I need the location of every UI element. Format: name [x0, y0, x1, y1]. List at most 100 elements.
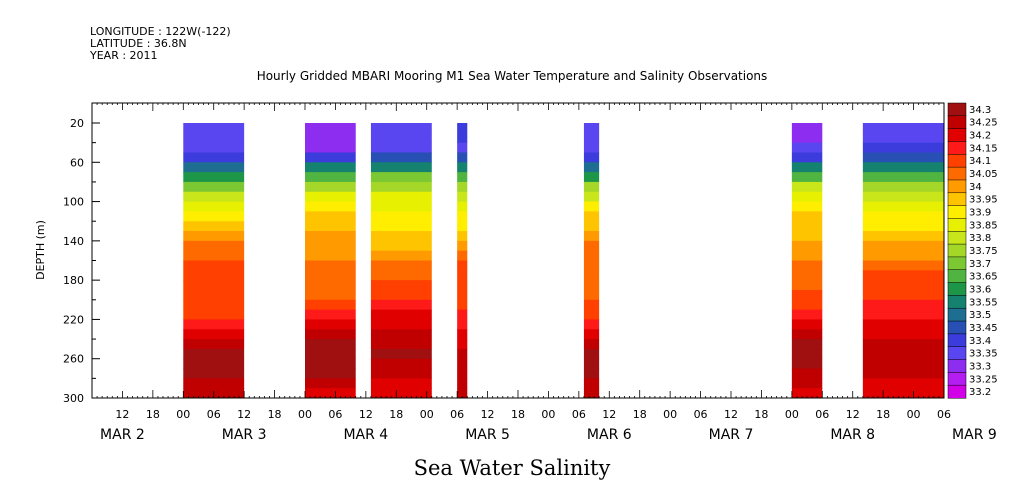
x-tick-label: 18	[876, 408, 890, 421]
data-cell	[583, 260, 600, 271]
data-cell	[862, 319, 944, 330]
data-cell	[183, 221, 245, 232]
data-cell	[183, 181, 245, 193]
x-axis: 12 18 00 06 12 18 00 06 12 18 00 06 12 18 00 06 12 18 00 06…	[91, 103, 997, 443]
data-cell	[183, 231, 245, 242]
y-axis-label: DEPTH (m)	[34, 220, 47, 280]
data-cell	[370, 270, 432, 281]
data-cell	[183, 289, 245, 301]
colorbar-swatch	[947, 333, 967, 348]
colorbar-swatch	[947, 346, 967, 361]
colorbar-swatch	[947, 218, 967, 232]
data-cell	[305, 339, 356, 350]
colorbar-swatch	[947, 192, 967, 207]
data-cell	[457, 172, 468, 183]
data-cell	[183, 201, 245, 212]
data-cell	[583, 221, 600, 232]
x-tick-label: 12	[602, 408, 616, 421]
data-cell	[305, 309, 356, 320]
data-cell	[457, 152, 468, 163]
data-cell	[457, 319, 468, 330]
data-cell	[457, 329, 468, 340]
data-cell	[370, 181, 432, 193]
x-date-label: MAR 5	[465, 427, 510, 443]
data-cell	[370, 329, 432, 340]
data-cell	[862, 240, 944, 252]
x-tick-label: 00	[541, 408, 555, 421]
data-cell	[370, 299, 432, 311]
colorbar-swatch	[947, 231, 967, 245]
colorbar-swatch	[947, 256, 967, 271]
data-cell	[583, 368, 600, 379]
colorbar-swatch	[947, 307, 967, 322]
x-tick-label: 18	[389, 408, 403, 421]
data-cell	[862, 191, 944, 203]
colorbar-label: 33.3	[969, 361, 991, 372]
data-cell	[791, 240, 823, 252]
colorbar-label: 33.2	[969, 387, 991, 398]
x-tick-label: 06	[937, 408, 951, 421]
data-cell	[457, 368, 468, 379]
longitude-text: LONGITUDE : 122W(-122)	[90, 25, 231, 38]
data-cell	[183, 211, 245, 222]
data-cell	[370, 240, 432, 252]
data-cell	[791, 368, 823, 379]
data-cell	[791, 250, 823, 261]
chart-title: Hourly Gridded MBARI Mooring M1 Sea Wate…	[257, 69, 768, 83]
data-cell	[862, 339, 944, 350]
data-cell	[370, 348, 432, 360]
data-cell	[305, 123, 356, 134]
x-tick-label: 12	[846, 408, 860, 421]
colorbar-swatch	[947, 295, 967, 309]
y-tick-label: 140	[63, 235, 84, 248]
data-cell	[791, 172, 823, 183]
x-tick-label: 00	[785, 408, 799, 421]
colorbar-label: 34.2	[969, 131, 991, 142]
data-cell	[583, 123, 600, 134]
data-cell	[370, 132, 432, 144]
data-cell	[862, 142, 944, 153]
data-cell	[183, 378, 245, 389]
data-cell	[370, 221, 432, 232]
data-cell	[862, 132, 944, 144]
data-cell	[370, 388, 432, 399]
y-tick-label: 180	[63, 274, 84, 287]
colorbar-label: 34.15	[969, 143, 998, 154]
colorbar-swatch	[947, 102, 967, 117]
data-cell	[583, 339, 600, 350]
data-cell	[457, 378, 468, 389]
colorbar-swatch	[947, 205, 967, 219]
y-axis: 20 60 100 140 180 220 260 300	[63, 117, 100, 405]
data-cell	[457, 299, 468, 311]
data-cell	[370, 260, 432, 271]
data-cell	[305, 250, 356, 261]
data-cell	[305, 211, 356, 222]
y-tick-label: 100	[63, 196, 84, 209]
x-tick-label: 06	[207, 408, 221, 421]
data-cell	[305, 172, 356, 183]
data-cell	[862, 299, 944, 311]
x-tick-label: 18	[146, 408, 160, 421]
data-cells	[183, 123, 944, 399]
data-cell	[183, 123, 245, 134]
data-cell	[305, 152, 356, 163]
data-cell	[457, 388, 468, 399]
data-cell	[370, 309, 432, 320]
x-date-label: MAR 4	[343, 427, 388, 443]
data-cell	[370, 201, 432, 212]
data-cell	[862, 329, 944, 340]
data-cell	[791, 181, 823, 193]
colorbar-label: 33.75	[969, 246, 998, 257]
colorbar-swatch	[947, 115, 967, 130]
colorbar-label: 33.25	[969, 374, 998, 385]
colorbar-label: 33.45	[969, 323, 998, 334]
data-cell	[183, 172, 245, 183]
data-cell	[862, 270, 944, 281]
data-cell	[583, 152, 600, 163]
colorbar-label: 33.65	[969, 272, 998, 283]
data-cell	[791, 289, 823, 301]
data-cell	[862, 201, 944, 212]
y-tick-label: 220	[63, 313, 84, 326]
x-tick-label: 06	[328, 408, 342, 421]
data-cell	[305, 240, 356, 252]
